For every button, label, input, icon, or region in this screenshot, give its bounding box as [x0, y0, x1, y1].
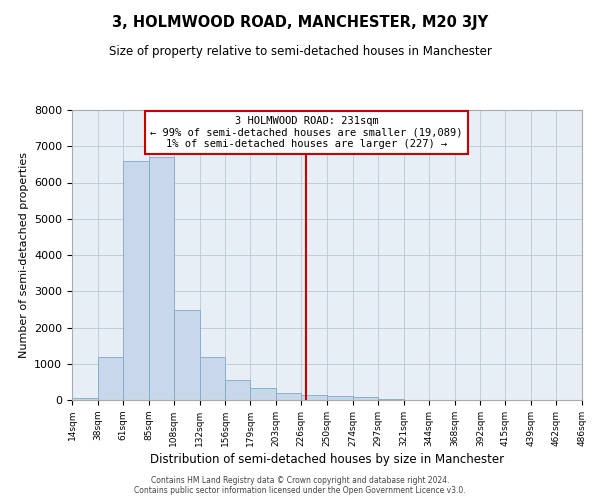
- Bar: [123, 161, 149, 400]
- Bar: [199, 356, 226, 400]
- Bar: [149, 157, 173, 400]
- Text: Contains HM Land Registry data © Crown copyright and database right 2024.
Contai: Contains HM Land Registry data © Crown c…: [134, 476, 466, 495]
- Bar: [226, 380, 250, 400]
- Bar: [250, 388, 276, 400]
- Bar: [378, 399, 404, 400]
- Bar: [173, 310, 199, 400]
- Bar: [276, 393, 301, 400]
- Bar: [72, 398, 98, 400]
- Bar: [98, 356, 123, 400]
- Text: Size of property relative to semi-detached houses in Manchester: Size of property relative to semi-detach…: [109, 45, 491, 58]
- Text: 3, HOLMWOOD ROAD, MANCHESTER, M20 3JY: 3, HOLMWOOD ROAD, MANCHESTER, M20 3JY: [112, 15, 488, 30]
- Bar: [301, 396, 327, 400]
- Bar: [353, 397, 378, 400]
- Bar: [327, 396, 353, 400]
- Y-axis label: Number of semi-detached properties: Number of semi-detached properties: [19, 152, 29, 358]
- Text: 3 HOLMWOOD ROAD: 231sqm
← 99% of semi-detached houses are smaller (19,089)
1% of: 3 HOLMWOOD ROAD: 231sqm ← 99% of semi-de…: [151, 116, 463, 149]
- X-axis label: Distribution of semi-detached houses by size in Manchester: Distribution of semi-detached houses by …: [150, 453, 504, 466]
